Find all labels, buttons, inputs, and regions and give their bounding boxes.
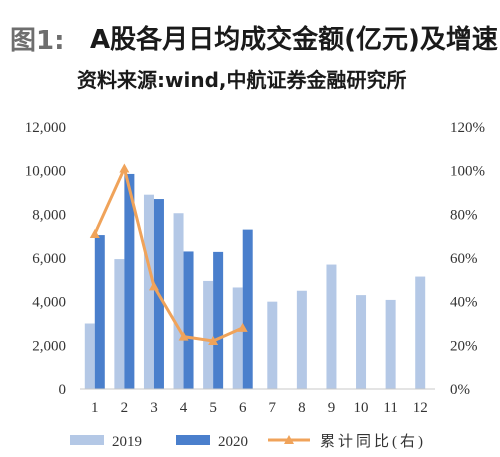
bar-2020-m4 xyxy=(183,251,194,389)
bar-2019-m12 xyxy=(415,276,426,389)
bar-2020-m5 xyxy=(213,251,224,389)
y-axis-left: 0 2,000 4,000 6,000 8,000 10,000 12,000 xyxy=(25,120,66,398)
yoy-marker-m1 xyxy=(89,228,100,238)
legend-swatch-2020 xyxy=(176,435,210,445)
legend-label-2020: 2020 xyxy=(218,434,248,450)
x-tick: 7 xyxy=(269,400,277,416)
x-tick: 3 xyxy=(150,400,158,416)
bar-2019-m5 xyxy=(203,280,214,389)
legend: 2019 2020 累计同比(右) xyxy=(70,433,426,450)
chart-title: A股各月日均成交金额(亿元)及增速 xyxy=(90,25,498,55)
yoy-marker-m2 xyxy=(119,163,130,173)
yoy-line xyxy=(93,166,244,343)
bar-2019-m7 xyxy=(267,301,278,389)
bar-2019-m4 xyxy=(173,213,184,389)
bar-2020-m1 xyxy=(94,235,105,389)
legend-swatch-yoy-marker xyxy=(284,435,294,444)
legend-swatch-2019 xyxy=(70,435,104,445)
figure-label: 图1: xyxy=(10,26,65,56)
data-source: 资料来源:wind,中航证券金融研究所 xyxy=(77,68,407,92)
x-tick: 8 xyxy=(298,400,306,416)
y-tick-right: 120% xyxy=(450,120,485,136)
legend-label-2019: 2019 xyxy=(112,434,142,450)
x-tick: 6 xyxy=(239,400,247,416)
yoy-marker-m6 xyxy=(237,322,248,332)
x-tick: 12 xyxy=(413,400,428,416)
y-tick-right: 40% xyxy=(450,295,478,311)
bar-2019-m10 xyxy=(356,295,367,389)
bar-2019-m3 xyxy=(143,194,154,389)
x-tick: 1 xyxy=(91,400,99,416)
yoy-marker-m4 xyxy=(178,331,189,341)
x-tick: 10 xyxy=(354,400,369,416)
bar-2019-m2 xyxy=(114,259,125,389)
bar-2020-m6 xyxy=(242,229,253,389)
bar-2019-m9 xyxy=(326,264,337,389)
chart: 0 2,000 4,000 6,000 8,000 10,000 12,000 0% 20% 4… xyxy=(25,120,485,450)
y-tick-left: 4,000 xyxy=(32,295,66,311)
bar-2019-m1 xyxy=(84,323,95,389)
figure-header: 图1: A股各月日均成交金额(亿元)及增速 资料来源:wind,中航证券金融研究… xyxy=(0,0,500,100)
x-axis: 1 2 3 4 5 6 7 8 9 10 11 12 xyxy=(80,388,435,416)
x-tick: 2 xyxy=(121,400,129,416)
y-tick-left: 10,000 xyxy=(25,164,66,180)
plot-area xyxy=(84,163,426,389)
y-tick-right: 60% xyxy=(450,251,478,267)
bar-2019-m6 xyxy=(232,287,243,389)
y-tick-right: 20% xyxy=(450,338,478,354)
x-tick: 4 xyxy=(180,400,188,416)
y-tick-left: 0 xyxy=(59,382,67,398)
y-tick-right: 100% xyxy=(450,164,485,180)
x-tick: 9 xyxy=(328,400,336,416)
y-tick-right: 0% xyxy=(450,382,470,398)
yoy-marker-m3 xyxy=(148,281,159,291)
y-tick-left: 2,000 xyxy=(32,338,66,354)
y-axis-right: 0% 20% 40% 60% 80% 100% 120% xyxy=(450,120,485,398)
bar-2020-m2 xyxy=(124,173,135,389)
y-tick-left: 8,000 xyxy=(32,207,66,223)
bar-2019-m11 xyxy=(385,299,396,389)
x-tick: 11 xyxy=(383,400,397,416)
yoy-marker-m5 xyxy=(208,335,219,345)
legend-label-yoy: 累计同比(右) xyxy=(320,433,426,450)
y-tick-right: 80% xyxy=(450,207,478,223)
bar-2019-m8 xyxy=(296,290,307,389)
y-tick-left: 6,000 xyxy=(32,251,66,267)
x-tick: 5 xyxy=(209,400,217,416)
y-tick-left: 12,000 xyxy=(25,120,66,136)
